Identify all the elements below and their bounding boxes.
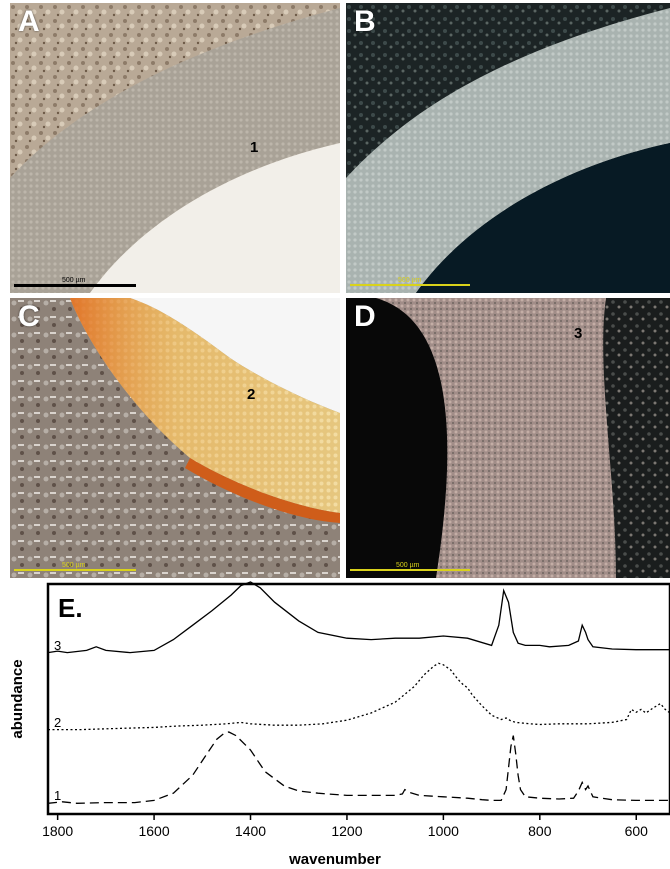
region-number-2: 2 bbox=[247, 386, 256, 403]
series-label-1: 1 bbox=[54, 788, 61, 803]
series-label-3: 3 bbox=[54, 638, 61, 653]
y-axis-label: abundance bbox=[9, 659, 26, 738]
scale-bar-text-c: 500 µm bbox=[62, 562, 86, 569]
x-tick-label-800: 800 bbox=[528, 823, 552, 839]
micrograph-panel-a: A 1 500 µm bbox=[10, 3, 340, 293]
panel-label-a: A bbox=[18, 5, 40, 38]
spectrum-line-2 bbox=[48, 662, 670, 731]
x-tick-label-600: 600 bbox=[625, 823, 649, 839]
x-tick-label-1000: 1000 bbox=[428, 823, 459, 839]
scale-bar-text-a: 500 µm bbox=[62, 277, 86, 284]
x-tick-label-1600: 1600 bbox=[138, 823, 169, 839]
region-number-1: 1 bbox=[250, 139, 259, 156]
micrograph-b-image bbox=[346, 3, 670, 293]
micrograph-panel-b: B 500 µm bbox=[346, 3, 670, 293]
scale-bar-text-d: 500 µm bbox=[396, 562, 420, 569]
spectrum-line-1 bbox=[47, 731, 670, 804]
plot-frame bbox=[46, 582, 670, 816]
ftir-spectra-chart: E. 3 2 1 1800 1600 1400 1200 1000 800 600 wavenu… bbox=[9, 581, 670, 868]
x-tick-label-1800: 1800 bbox=[42, 823, 73, 839]
micrograph-panel-c: C 2 500 µm bbox=[10, 298, 340, 578]
panel-label-c: C bbox=[18, 300, 40, 333]
panel-label-b: B bbox=[354, 5, 376, 38]
micrograph-a-image bbox=[10, 3, 340, 293]
spectrum-line-3 bbox=[47, 581, 670, 654]
x-axis-label: wavenumber bbox=[288, 851, 381, 868]
micrograph-panel-d: D 3 500 µm bbox=[346, 298, 670, 578]
x-tick-label-1400: 1400 bbox=[235, 823, 266, 839]
micrograph-c-image bbox=[10, 298, 340, 578]
micrograph-d-image bbox=[346, 298, 670, 578]
region-number-3: 3 bbox=[574, 325, 583, 342]
x-tick-label-1200: 1200 bbox=[331, 823, 362, 839]
scale-bar-text-b: 500 µm bbox=[398, 277, 422, 284]
panel-label-e: E. bbox=[58, 593, 83, 623]
panel-label-d: D bbox=[354, 300, 376, 333]
series-label-2: 2 bbox=[54, 715, 61, 730]
